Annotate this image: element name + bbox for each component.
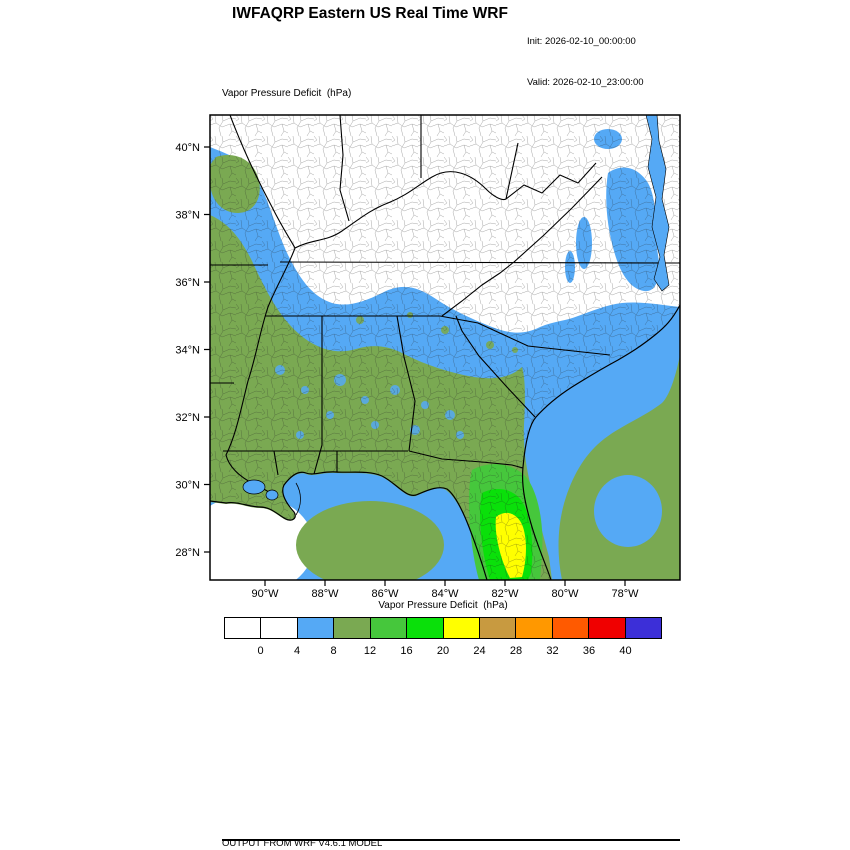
river-squiggle <box>295 482 301 516</box>
colorbar-tick-label: 32 <box>546 645 559 657</box>
model-info-line1: OUTPUT FROM WRF V4.6.1 MODEL <box>222 838 383 849</box>
colorbar-tick-label: 12 <box>363 645 377 657</box>
coastline <box>210 304 680 580</box>
atlantic-blue-hole <box>594 475 662 547</box>
lake-small <box>265 489 279 501</box>
colorbar-tick-labels: 0 4 8 12 16 20 24 28 32 36 40 <box>224 645 662 659</box>
figure-title: IWFAQRP Eastern US Real Time WRF <box>232 5 508 22</box>
lon-tick-label: 80°W <box>551 588 579 600</box>
colorbar-swatch <box>296 617 335 639</box>
colorbar-title: Vapor Pressure Deficit (hPa) <box>378 600 508 611</box>
colorbar-swatch <box>478 617 517 639</box>
vpd-map: 40°N 38°N 36°N 34°N 32°N 30°N 28°N 90°W … <box>175 114 681 600</box>
colorbar-swatch <box>515 617 553 639</box>
model-info: OUTPUT FROM WRF V4.6.1 MODEL WE = 1000 ;… <box>222 809 614 850</box>
lon-tick-label: 78°W <box>611 588 639 600</box>
colorbar-tick-label: 4 <box>293 645 301 657</box>
lake-pontchartrain <box>242 479 266 495</box>
map-variable-title: Vapor Pressure Deficit (hPa) <box>222 88 352 99</box>
vpd-field <box>210 115 680 580</box>
colorbar-swatch <box>406 617 444 639</box>
colorbar-tick-label: 36 <box>582 645 596 657</box>
init-time: Init: 2026-02-10_00:00:00 <box>527 36 636 47</box>
chesapeake-bay <box>645 115 670 292</box>
lon-tick-label: 84°W <box>431 588 459 600</box>
colorbar-swatch <box>224 617 262 639</box>
colorbar-swatch <box>624 617 663 639</box>
colorbar-swatch <box>333 617 371 639</box>
footer-rule <box>222 839 680 841</box>
lon-tick-label: 86°W <box>371 588 399 600</box>
valid-time: Valid: 2026-02-10_23:00:00 <box>527 76 644 88</box>
colorbar-tick-label: 16 <box>400 645 413 657</box>
map-plot-area: 40°N 38°N 36°N 34°N 32°N 30°N 28°N 90°W … <box>175 114 681 600</box>
lat-tick-label: 36°N <box>175 277 200 289</box>
lat-tick-marks <box>204 146 210 553</box>
lat-tick-label: 40°N <box>175 142 200 154</box>
colorbar-swatch <box>260 617 298 639</box>
lon-tick-marks <box>264 580 626 586</box>
lon-tick-label: 90°W <box>251 588 279 600</box>
lat-tick-label: 34°N <box>175 345 200 357</box>
colorbar-swatch <box>369 617 408 639</box>
colorbar-swatch <box>442 617 480 639</box>
lat-tick-label: 32°N <box>175 412 200 424</box>
colorbar-swatch <box>588 617 626 639</box>
gulf-green-patch <box>296 501 444 580</box>
state-borders <box>210 115 680 496</box>
lat-tick-label: 30°N <box>175 480 200 492</box>
colorbar-tick-label: 8 <box>330 645 337 657</box>
lon-tick-label: 82°W <box>491 588 519 600</box>
lat-tick-label: 38°N <box>175 210 200 222</box>
colorbar-tick-label: 20 <box>436 645 450 657</box>
colorbar-tick-label: 40 <box>619 645 632 657</box>
colorbar <box>224 617 663 639</box>
colorbar-tick-label: 28 <box>509 645 523 657</box>
lat-tick-label: 28°N <box>175 547 200 559</box>
lon-tick-label: 88°W <box>311 588 339 600</box>
colorbar-tick-label: 0 <box>257 645 264 657</box>
colorbar-tick-label: 24 <box>473 645 486 657</box>
run-times: Init: 2026-02-10_00:00:00 Valid: 2026-02… <box>527 8 644 116</box>
colorbar-swatch <box>551 617 590 639</box>
